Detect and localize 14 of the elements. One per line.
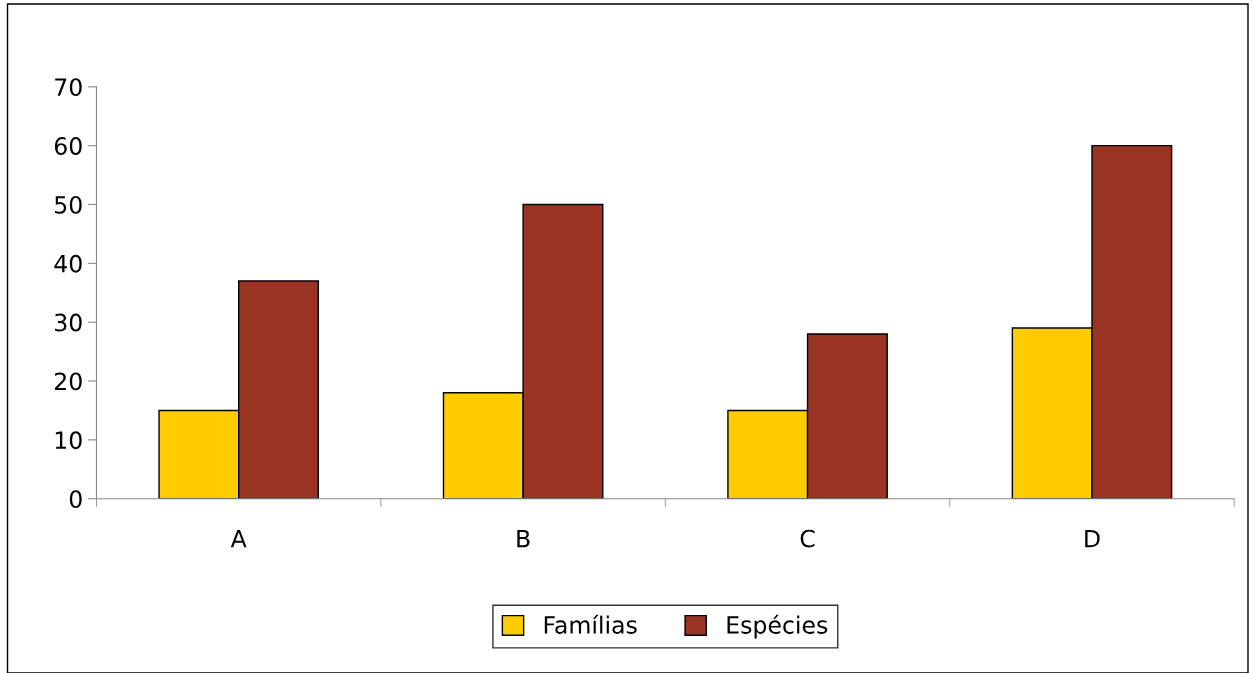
x-tick-label: B — [517, 529, 530, 548]
x-tick-label: D — [1085, 529, 1100, 548]
y-tick-label: 50 — [55, 195, 82, 214]
y-tick-label: 70 — [55, 78, 82, 97]
x-tick-label: C — [800, 529, 815, 548]
y-tick-label: 40 — [54, 254, 82, 273]
y-tick-label: 20 — [54, 372, 82, 391]
y-tick-label: 60 — [54, 137, 82, 155]
y-tick-label: 30 — [55, 313, 82, 332]
legend-label: Espécies — [727, 614, 828, 639]
y-tick-label: 0 — [69, 490, 82, 508]
x-tick-label: A — [230, 529, 247, 548]
y-tick-label: 10 — [55, 431, 82, 450]
legend-label: Famílias — [544, 614, 637, 634]
